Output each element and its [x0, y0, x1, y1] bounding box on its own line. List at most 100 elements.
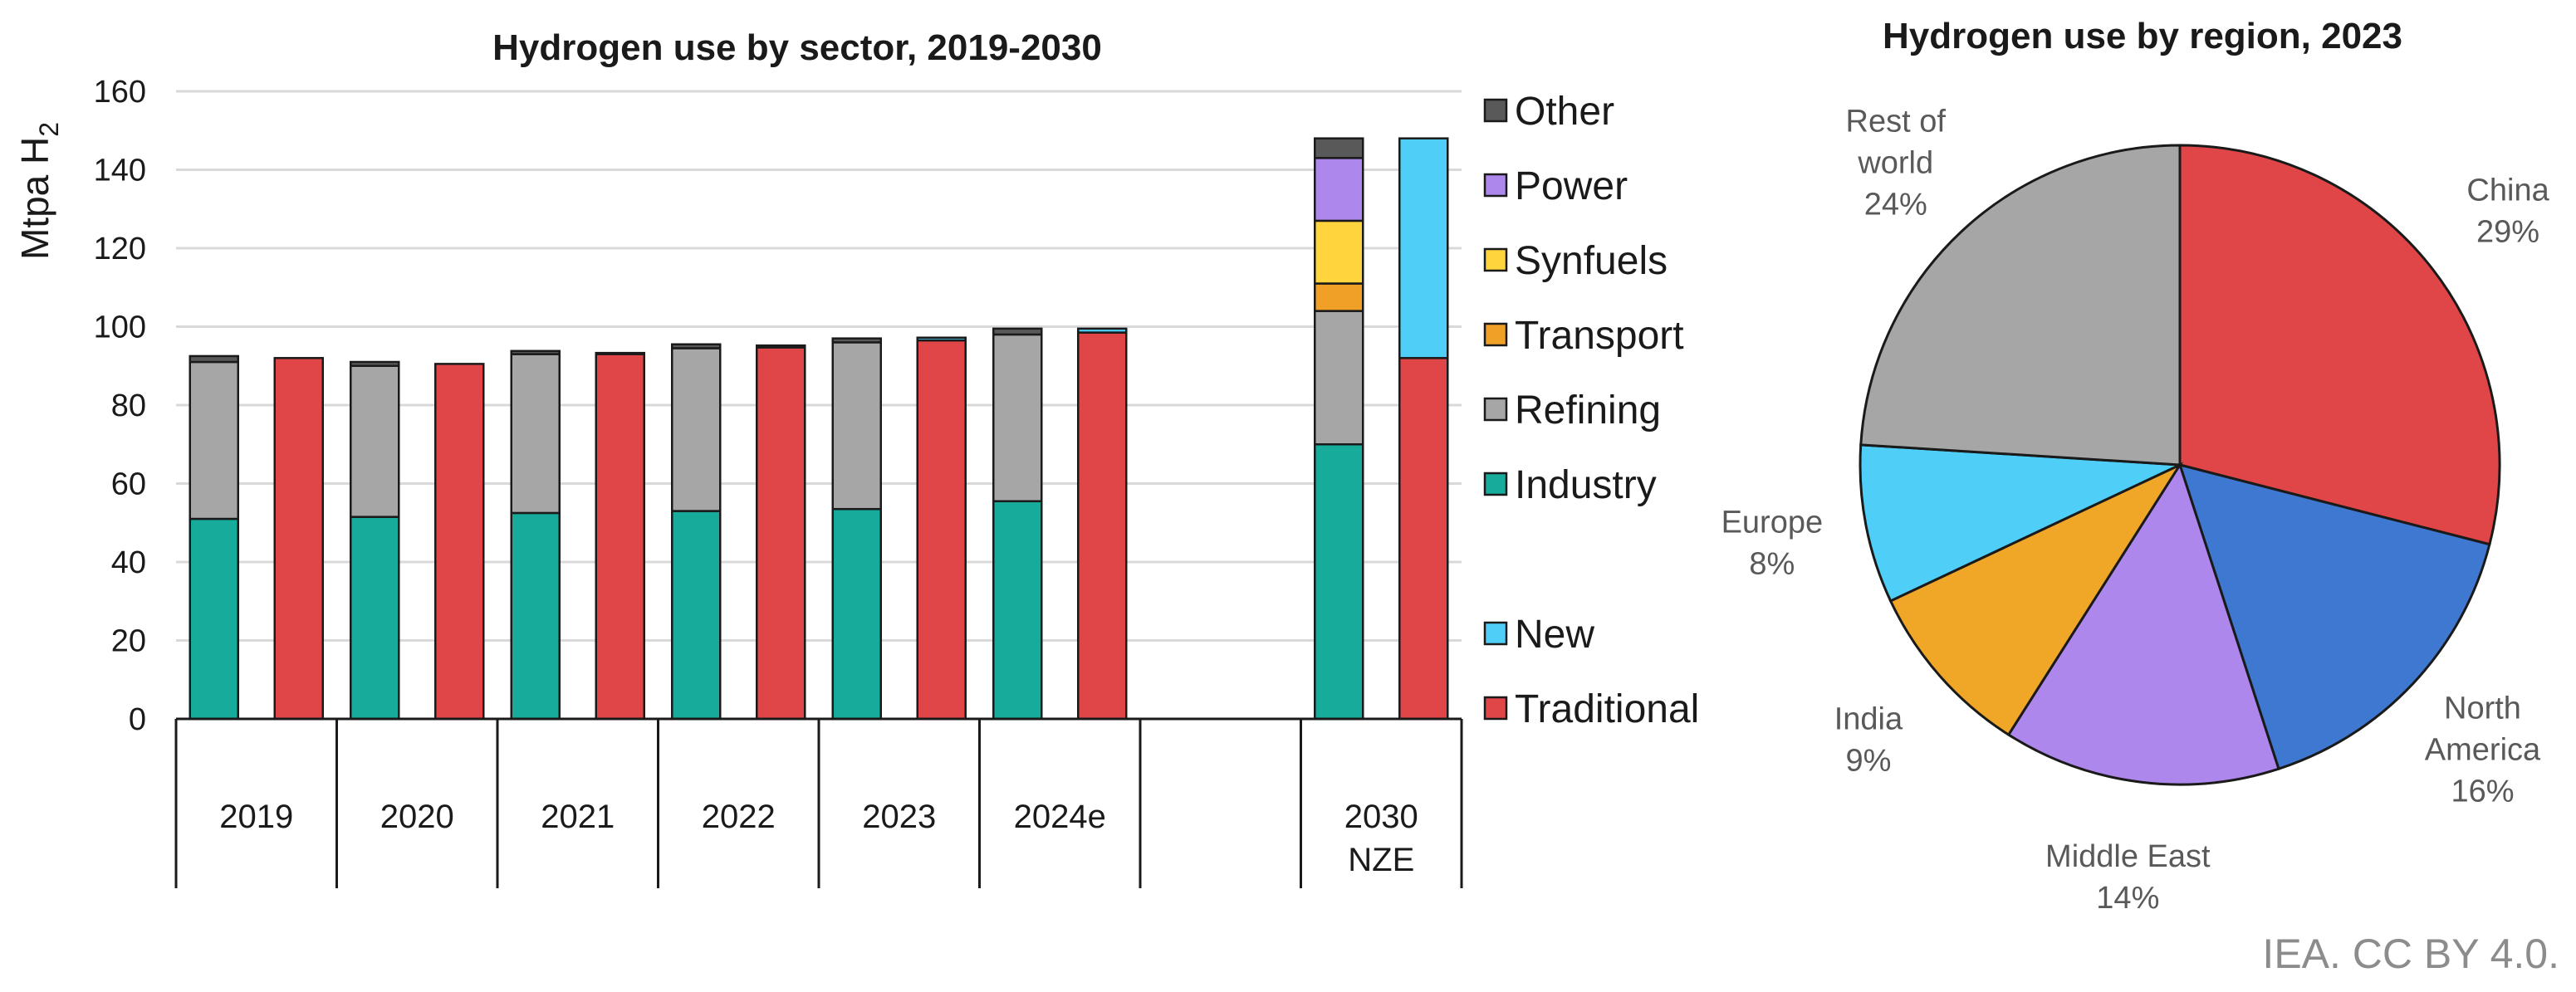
pie-labels: China 29% North America 16% Middle East 14% Ind…: [1721, 105, 2550, 916]
pie-slice-india: [1888, 462, 2184, 737]
bar-segment-2021-new: [595, 351, 645, 355]
bar-segment-2023-industry: [831, 507, 882, 721]
category-label: 2023: [862, 799, 936, 835]
category-label: 2024e: [1014, 799, 1106, 835]
category-label-line: 2021: [541, 799, 615, 835]
credit-text: IEA. CC BY 4.0.: [2262, 931, 2559, 977]
pie-label-line: China: [2466, 173, 2549, 208]
legend-swatch-power: [1483, 173, 1508, 198]
pie-chart-title: Hydrogen use by region, 2023: [1883, 16, 2402, 56]
bar-segment-2020-other: [350, 360, 400, 367]
pie-chart: Hydrogen use by region, 2023 China 29% Nor…: [1721, 16, 2550, 916]
pie-label-line: Rest of: [1846, 105, 1947, 139]
y-tick-label: 0: [129, 702, 146, 737]
category-label-line: 2019: [219, 799, 293, 835]
bar-segment-2023-other: [831, 337, 882, 344]
legend-swatch-traditional: [1483, 696, 1508, 721]
bar-segment-2020-industry: [350, 516, 400, 721]
category-label: 2019: [219, 799, 293, 835]
y-tick-label: 120: [94, 232, 146, 266]
legend-swatch-transport: [1483, 322, 1508, 347]
legend: Other Power Synfuels Transport Refining Indus…: [1483, 90, 1699, 731]
pie-label-north-america: North America 16%: [2425, 691, 2541, 809]
category-label-line: 2030: [1344, 799, 1418, 835]
pie-label-line: America: [2425, 732, 2541, 767]
bar-segment-2023-traditional: [916, 339, 967, 721]
pie-label-line: 8%: [1749, 547, 1795, 582]
pie-label-line: 14%: [2096, 881, 2159, 916]
pie-slice-north-america: [2177, 462, 2491, 771]
category-label-line: 2022: [702, 799, 776, 835]
bar-segment-2023-new: [916, 336, 967, 342]
bar-segment-2024e-refining: [992, 333, 1043, 503]
category-label-line: 2023: [862, 799, 936, 835]
bar-segment-2020-refining: [350, 364, 400, 518]
category-label-line: 2020: [380, 799, 454, 835]
pie-label-line: 16%: [2451, 774, 2514, 809]
pie-label-line: North: [2444, 691, 2521, 726]
pie-label-line: 9%: [1845, 744, 1891, 779]
bar-segment-2019-other: [189, 354, 239, 364]
category-label: 2030 NZE: [1344, 799, 1418, 878]
pie-label-europe: Europe 8%: [1721, 506, 1824, 582]
pie-label-middle-east: Middle East 14%: [2045, 839, 2211, 916]
legend-label-industry: Industry: [1515, 463, 1657, 507]
pie-label-india: India 9%: [1834, 702, 1903, 779]
pie-label-china: China 29%: [2466, 173, 2549, 250]
y-axis-label-main: Mtpa H: [13, 137, 56, 260]
bar-segment-2020-traditional: [434, 363, 485, 721]
y-tick-label: 60: [111, 467, 146, 502]
legend-swatch-refining: [1483, 397, 1508, 422]
pie-label-line: world: [1857, 146, 1933, 181]
pie-label-line: India: [1834, 702, 1903, 737]
bar-segment-2024e-industry: [992, 500, 1043, 721]
y-tick-label: 40: [111, 545, 146, 580]
legend-label-new: New: [1515, 613, 1594, 657]
bar-segment-2022-new: [756, 344, 806, 349]
legend-label-refining: Refining: [1515, 388, 1661, 432]
bar-segment-2030-nze-synfuels: [1314, 219, 1364, 285]
bar-segment-2019-industry: [189, 517, 239, 721]
category-labels: 2019 2020 2021 2022 2023 2024e 2030 NZE: [219, 799, 1418, 878]
bar-segment-2030-nze-power: [1314, 157, 1364, 222]
bar-chart-title: Hydrogen use by sector, 2019-2030: [492, 27, 1102, 68]
legend-label-power: Power: [1515, 164, 1628, 208]
bar-segment-2030-nze-other: [1314, 137, 1364, 159]
category-label-line: 2024e: [1014, 799, 1106, 835]
bar-segment-2021-industry: [510, 511, 561, 721]
bar-segment-2019-traditional: [273, 357, 324, 721]
y-tick-label: 140: [94, 154, 146, 188]
legend-label-synfuels: Synfuels: [1515, 239, 1668, 283]
bar-segment-2030-nze-new: [1398, 137, 1449, 359]
bar-segment-2022-refining: [671, 347, 722, 512]
pie-label-line: Europe: [1721, 506, 1824, 540]
bar-segment-2021-refining: [510, 353, 561, 515]
pie-slice-europe: [1859, 443, 2181, 603]
bar-chart: Hydrogen use by sector, 2019-2030 0 20 40 6…: [13, 27, 1699, 888]
bar-segment-2022-traditional: [756, 346, 806, 721]
category-label: 2020: [380, 799, 454, 835]
legend-label-other: Other: [1515, 90, 1614, 134]
pie-slice-rest-of-world: [1859, 144, 2182, 467]
y-tick-label: 80: [111, 388, 146, 423]
pie-label-line: 24%: [1864, 188, 1927, 222]
pie-slices: [1859, 144, 2501, 786]
bar-segment-2024e-traditional: [1077, 331, 1128, 721]
bar-segment-2019-refining: [189, 360, 239, 520]
category-label: 2021: [541, 799, 615, 835]
pie-slice-china: [2178, 144, 2501, 546]
pie-label-line: 29%: [2476, 215, 2539, 250]
bar-segment-2021-traditional: [595, 353, 645, 721]
legend-label-traditional: Traditional: [1515, 687, 1699, 731]
bar-segment-2030-nze-refining: [1314, 310, 1364, 446]
bar-segment-2024e-other: [992, 327, 1043, 336]
bar-segment-2024e-new: [1077, 327, 1128, 334]
legend-swatch-industry: [1483, 472, 1508, 496]
category-label-line: NZE: [1348, 842, 1414, 878]
legend-swatch-other: [1483, 98, 1508, 123]
pie-label-line: Middle East: [2045, 839, 2211, 874]
bar-segment-2030-nze-traditional: [1398, 357, 1449, 721]
pie-slice-middle-east: [2006, 462, 2280, 786]
y-axis-label: Mtpa H2: [13, 122, 64, 260]
bar-segment-2021-other: [510, 349, 561, 355]
